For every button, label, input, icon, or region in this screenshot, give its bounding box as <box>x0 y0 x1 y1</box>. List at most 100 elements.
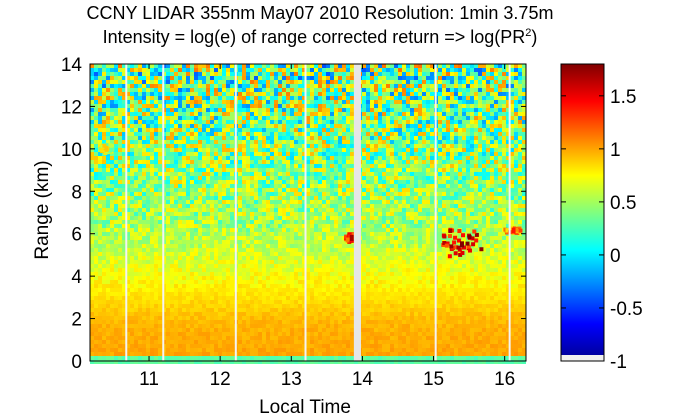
heatmap-cell <box>338 132 342 136</box>
heatmap-cell <box>286 80 290 84</box>
heatmap-cell <box>446 104 450 108</box>
heatmap-cell <box>118 92 122 96</box>
heatmap-cell <box>198 96 202 100</box>
heatmap-cell <box>486 152 490 156</box>
heatmap-cell <box>518 148 522 152</box>
heatmap-cell <box>398 76 402 80</box>
heatmap-cell <box>278 212 282 216</box>
heatmap-cell <box>386 192 390 196</box>
heatmap-cell <box>466 176 470 180</box>
heatmap-cell <box>258 208 262 212</box>
heatmap-cell <box>254 148 258 152</box>
heatmap-cell <box>158 80 162 84</box>
heatmap-cell <box>238 176 242 180</box>
heatmap-cell <box>466 188 470 192</box>
heatmap-cell <box>214 76 218 80</box>
heatmap-cell <box>94 96 98 100</box>
heatmap-cell <box>326 224 330 228</box>
heatmap-cell <box>258 128 262 132</box>
heatmap-cell <box>170 180 174 184</box>
heatmap-cell <box>130 80 134 84</box>
heatmap-cell <box>450 152 454 156</box>
heatmap-cell <box>110 100 114 104</box>
heatmap-cell <box>242 224 246 228</box>
heatmap-cell <box>102 104 106 108</box>
heatmap-cell <box>130 120 134 124</box>
heatmap-cell <box>206 180 210 184</box>
heatmap-cell <box>474 104 478 108</box>
heatmap-cell <box>222 208 226 212</box>
heatmap-cell <box>370 168 374 172</box>
heatmap-cell <box>122 208 126 212</box>
heatmap-cell <box>210 144 214 148</box>
heatmap-cell <box>302 64 306 68</box>
heatmap-cell <box>302 132 306 136</box>
heatmap-cell <box>130 224 134 228</box>
heatmap-cell <box>346 140 350 144</box>
heatmap-cell <box>366 228 370 232</box>
heatmap-cell <box>242 212 246 216</box>
heatmap-cell <box>286 236 290 240</box>
heatmap-cell <box>94 128 98 132</box>
heatmap-cell <box>210 156 214 160</box>
heatmap-cell <box>418 184 422 188</box>
heatmap-cell <box>262 100 266 104</box>
heatmap-cell <box>250 164 254 168</box>
heatmap-cell <box>374 88 378 92</box>
heatmap-cell <box>258 68 262 72</box>
heatmap-cell <box>270 80 274 84</box>
heatmap-cell <box>382 96 386 100</box>
heatmap-cell <box>466 212 470 216</box>
heatmap-cell <box>258 188 262 192</box>
heatmap-cell <box>166 80 170 84</box>
heatmap-cell <box>506 220 510 224</box>
heatmap-cell <box>338 140 342 144</box>
heatmap-cell <box>474 64 478 68</box>
heatmap-cell <box>390 204 394 208</box>
heatmap-cell <box>490 228 494 232</box>
heatmap-cell <box>270 204 274 208</box>
heatmap-cell <box>326 112 330 116</box>
heatmap-cell <box>310 228 314 232</box>
heatmap-cell <box>98 172 102 176</box>
heatmap-cell <box>462 172 466 176</box>
heatmap-cell <box>310 100 314 104</box>
heatmap-cell <box>350 140 354 144</box>
heatmap-cell <box>118 224 122 228</box>
heatmap-cell <box>246 204 250 208</box>
heatmap-cell <box>170 204 174 208</box>
heatmap-cell <box>182 152 186 156</box>
heatmap-cell <box>494 64 498 68</box>
heatmap-cell <box>274 140 278 144</box>
heatmap-cell <box>470 132 474 136</box>
heatmap-cell <box>314 120 318 124</box>
heatmap-cell <box>258 200 262 204</box>
heatmap-cell <box>370 100 374 104</box>
heatmap-cell <box>418 168 422 172</box>
heatmap-cell <box>154 220 158 224</box>
heatmap-cell <box>494 116 498 120</box>
heatmap-cell <box>410 228 414 232</box>
heatmap-cell <box>270 176 274 180</box>
heatmap-cell <box>126 236 130 240</box>
heatmap-cell <box>446 152 450 156</box>
heatmap-cell <box>306 132 310 136</box>
heatmap-cell <box>294 100 298 104</box>
heatmap-cell <box>206 100 210 104</box>
heatmap-cell <box>190 148 194 152</box>
heatmap-cell <box>482 192 486 196</box>
heatmap-cell <box>410 168 414 172</box>
heatmap-cell <box>446 92 450 96</box>
heatmap-cell <box>350 112 354 116</box>
heatmap-cell <box>422 100 426 104</box>
heatmap-cell <box>154 64 158 68</box>
heatmap-cell <box>306 128 310 132</box>
heatmap-cell <box>346 200 350 204</box>
heatmap-cell <box>334 196 338 200</box>
heatmap-cell <box>330 76 334 80</box>
heatmap-cell <box>238 116 242 120</box>
heatmap-cell <box>342 192 346 196</box>
heatmap-cell <box>278 132 282 136</box>
heatmap-cell <box>346 156 350 160</box>
heatmap-cell <box>366 156 370 160</box>
